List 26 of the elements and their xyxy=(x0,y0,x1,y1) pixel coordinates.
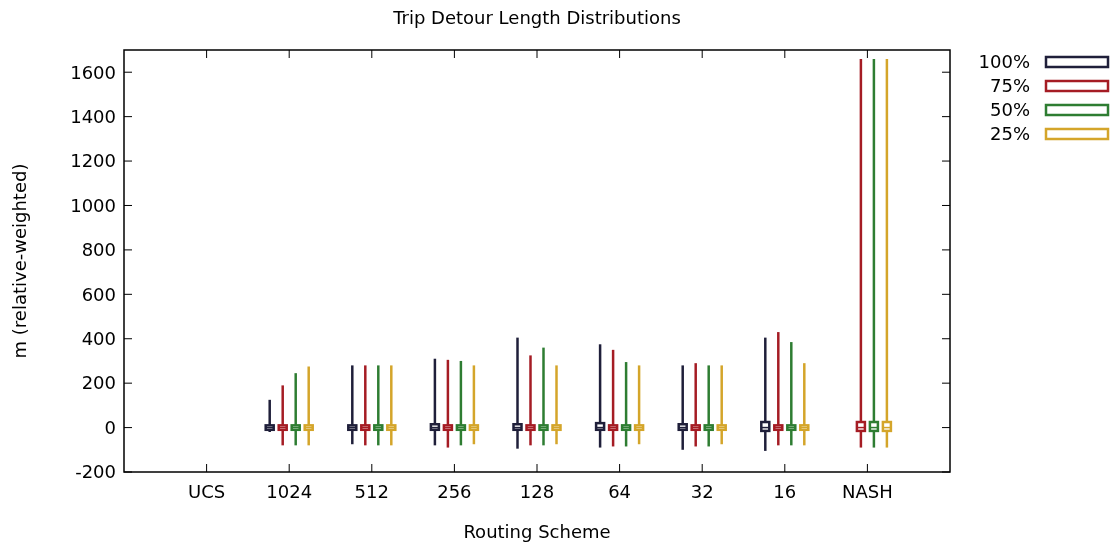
chart-title: Trip Detour Length Distributions xyxy=(392,7,681,28)
y-tick-label: 1000 xyxy=(70,194,116,216)
legend-label: 25% xyxy=(989,123,1030,145)
y-tick-label: 1400 xyxy=(70,105,116,127)
x-tick-label: 16 xyxy=(773,481,797,502)
x-tick-label: UCS xyxy=(188,481,226,502)
y-axis-title: m (relative-weighted) xyxy=(9,163,30,359)
legend-label: 50% xyxy=(989,99,1030,121)
legend-label: 100% xyxy=(978,51,1030,73)
y-tick-label: -200 xyxy=(75,461,116,483)
x-tick-label: 256 xyxy=(437,481,472,502)
x-tick-label: NASH xyxy=(842,481,893,502)
y-tick-label: 1200 xyxy=(70,150,116,172)
y-tick-label: 400 xyxy=(81,328,116,350)
x-tick-label: 512 xyxy=(354,481,389,502)
y-tick-label: 800 xyxy=(81,239,116,261)
x-tick-label: 128 xyxy=(519,481,555,502)
y-tick-label: 1600 xyxy=(70,61,116,83)
y-tick-label: 200 xyxy=(81,372,116,394)
x-tick-label: 32 xyxy=(690,481,714,502)
x-axis-title: Routing Scheme xyxy=(463,521,611,542)
x-tick-label: 64 xyxy=(608,481,632,502)
legend-label: 75% xyxy=(989,75,1030,97)
y-tick-label: 0 xyxy=(104,416,116,438)
y-tick-label: 600 xyxy=(81,283,116,305)
x-tick-label: 1024 xyxy=(266,481,313,502)
